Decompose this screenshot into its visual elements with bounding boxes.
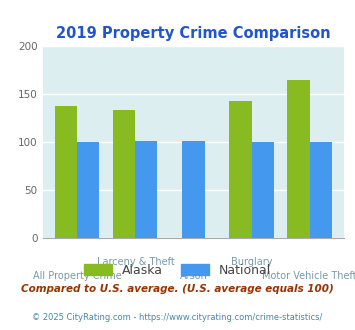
Text: Larceny & Theft: Larceny & Theft bbox=[97, 257, 174, 267]
Text: Compared to U.S. average. (U.S. average equals 100): Compared to U.S. average. (U.S. average … bbox=[21, 284, 334, 294]
Bar bbox=[251, 142, 274, 238]
Bar bbox=[310, 142, 332, 238]
Text: © 2025 CityRating.com - https://www.cityrating.com/crime-statistics/: © 2025 CityRating.com - https://www.city… bbox=[32, 313, 323, 322]
Text: All Property Crime: All Property Crime bbox=[33, 271, 122, 281]
Title: 2019 Property Crime Comparison: 2019 Property Crime Comparison bbox=[56, 26, 331, 41]
Bar bbox=[55, 106, 77, 238]
Text: Arson: Arson bbox=[180, 271, 207, 281]
Bar bbox=[182, 141, 204, 238]
Bar bbox=[113, 110, 136, 238]
Bar bbox=[77, 142, 99, 238]
Bar bbox=[136, 141, 158, 238]
Legend: Alaska, National: Alaska, National bbox=[79, 259, 276, 282]
Text: Burglary: Burglary bbox=[231, 257, 272, 267]
Bar bbox=[288, 80, 310, 238]
Text: Motor Vehicle Theft: Motor Vehicle Theft bbox=[262, 271, 355, 281]
Bar bbox=[229, 101, 251, 238]
